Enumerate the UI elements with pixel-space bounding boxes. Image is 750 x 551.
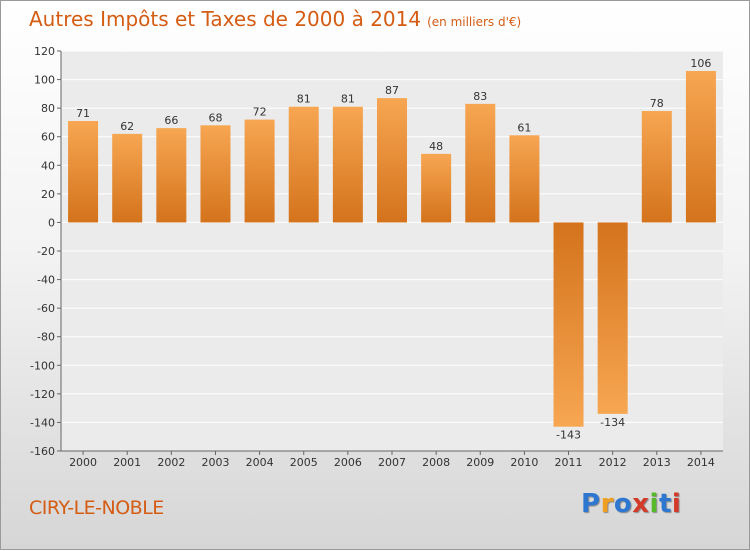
bar-2000 [68,121,99,223]
x-tick-label: 2008 [422,456,450,469]
x-tick-label: 2013 [643,456,671,469]
logo-letter: x [632,489,650,519]
chart-subtitle: (en milliers d'€) [427,15,522,29]
value-label: -134 [600,416,625,429]
y-tick-label: 100 [34,74,55,87]
bar-2012 [597,222,628,414]
x-tick-label: 2000 [69,456,97,469]
logo-letter: P [581,489,601,519]
bar-2003 [200,125,231,223]
logo-letter: i [671,489,682,519]
bar-2005 [288,106,319,223]
value-label: 106 [690,57,711,70]
chart-title: Autres Impôts et Taxes de 2000 à 2014 (en… [29,7,521,31]
bar-2010 [509,135,540,223]
y-tick-label: 40 [41,159,55,172]
y-tick-label: -60 [37,302,55,315]
bar-2014 [685,71,716,223]
value-label: 62 [120,120,134,133]
y-tick-label: -160 [30,445,55,458]
value-label: -143 [556,429,581,442]
x-tick-label: 2005 [290,456,318,469]
commune-name: CIRY-LE-NOBLE [29,497,164,519]
x-tick-label: 2010 [510,456,538,469]
x-tick-label: 2007 [378,456,406,469]
x-tick-label: 2014 [687,456,715,469]
y-tick-label: -20 [37,245,55,258]
logo-letter: t [658,489,672,519]
bar-2008 [421,153,452,223]
bar-2004 [244,119,275,223]
value-label: 61 [517,121,531,134]
x-tick-label: 2006 [334,456,362,469]
value-label: 81 [341,93,355,106]
x-tick-label: 2009 [466,456,494,469]
proxiti-logo: Proxiti [581,489,681,519]
value-label: 83 [473,90,487,103]
x-tick-label: 2001 [113,456,141,469]
value-label: 66 [164,114,178,127]
bar-2013 [641,111,672,223]
bar-2009 [465,103,496,223]
bar-2006 [332,106,363,223]
value-label: 71 [76,107,90,120]
y-tick-label: -140 [30,416,55,429]
bar-2002 [156,128,187,223]
bar-2011 [553,222,584,427]
y-tick-label: 80 [41,102,55,115]
y-tick-label: -80 [37,331,55,344]
value-label: 87 [385,84,399,97]
y-tick-label: 60 [41,131,55,144]
y-tick-label: 20 [41,188,55,201]
logo-letter: i [649,489,659,519]
x-tick-label: 2011 [555,456,583,469]
y-tick-label: -100 [30,359,55,372]
title-text: Autres Impôts et Taxes de 2000 à 2014 [29,7,422,31]
x-tick-label: 2004 [246,456,274,469]
y-tick-label: 120 [34,45,55,58]
value-label: 68 [208,111,222,124]
y-tick-label: -40 [37,274,55,287]
bar-2007 [377,98,407,223]
y-tick-label: 0 [48,216,55,229]
y-tick-label: -120 [30,388,55,401]
x-tick-label: 2003 [201,456,229,469]
value-label: 78 [650,97,664,110]
x-tick-label: 2002 [157,456,185,469]
x-tick-label: 2012 [599,456,627,469]
value-label: 81 [297,93,311,106]
bar-2001 [112,133,143,223]
logo-letter: r [600,489,614,519]
value-label: 72 [253,106,267,119]
value-label: 48 [429,140,443,153]
logo-letter: o [613,489,633,519]
